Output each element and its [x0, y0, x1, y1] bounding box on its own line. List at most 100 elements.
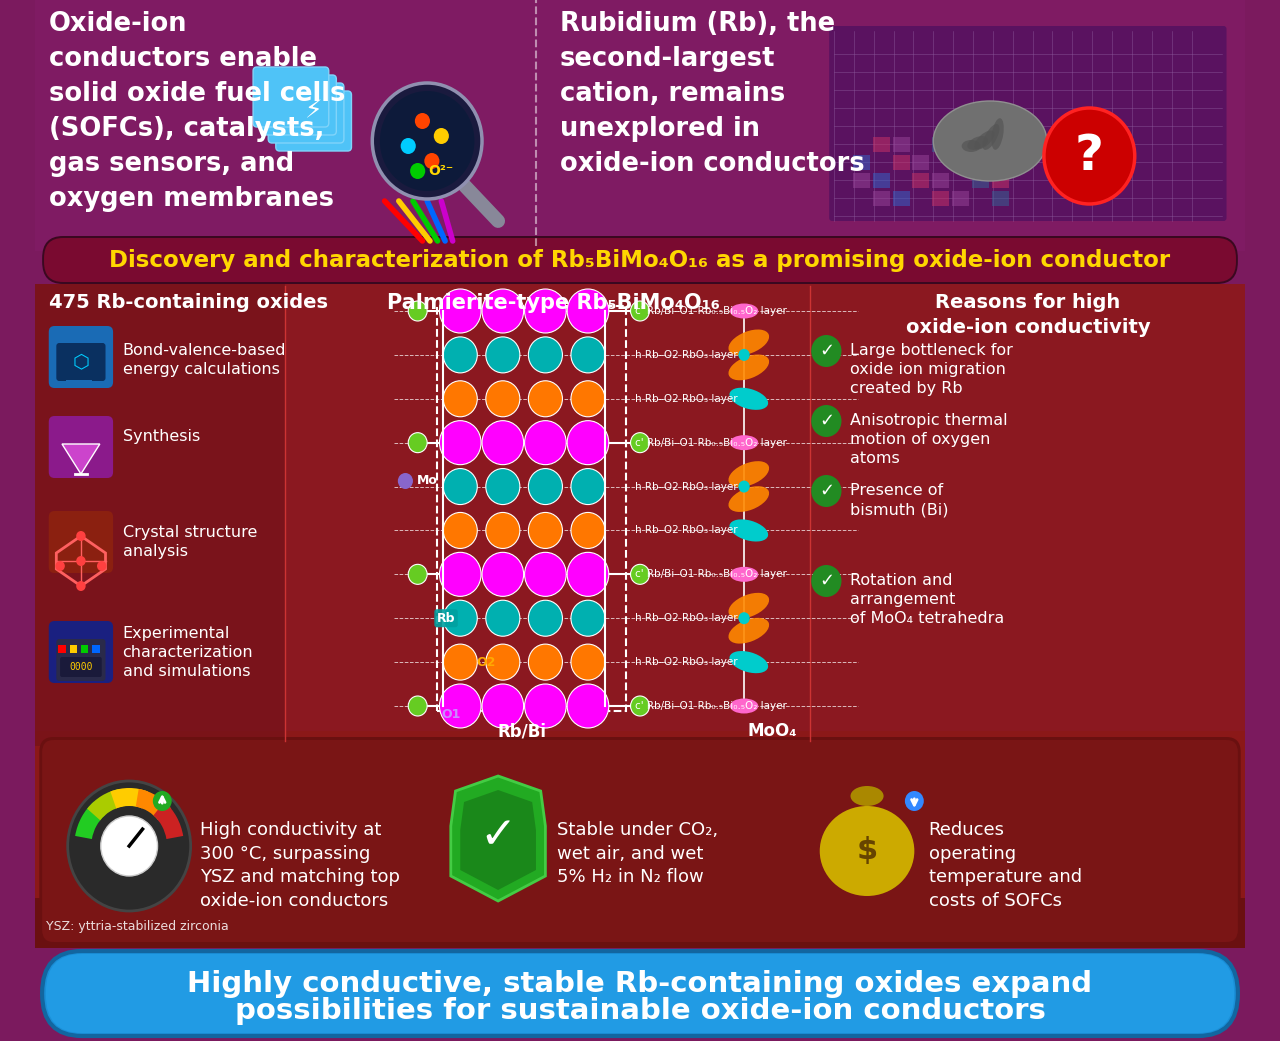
Text: Large bottleneck for
oxide ion migration
created by Rb: Large bottleneck for oxide ion migration…	[850, 342, 1012, 397]
Circle shape	[739, 481, 750, 492]
Bar	[35, 898, 1245, 948]
Text: ⚡: ⚡	[305, 99, 323, 123]
Circle shape	[567, 289, 609, 333]
Circle shape	[439, 289, 481, 333]
Text: h Rb–O2 RbO₃ layer: h Rb–O2 RbO₃ layer	[635, 393, 737, 404]
Bar	[35, 0, 1245, 251]
Circle shape	[812, 475, 841, 507]
Circle shape	[739, 349, 750, 361]
FancyBboxPatch shape	[49, 511, 113, 573]
Circle shape	[486, 512, 520, 549]
Ellipse shape	[730, 699, 758, 713]
Bar	[873, 191, 890, 206]
Circle shape	[1044, 108, 1135, 204]
FancyBboxPatch shape	[49, 416, 113, 478]
Circle shape	[401, 138, 416, 154]
Circle shape	[443, 381, 477, 416]
FancyBboxPatch shape	[46, 954, 1234, 1033]
FancyBboxPatch shape	[44, 238, 1236, 282]
Bar	[65, 380, 92, 388]
FancyBboxPatch shape	[275, 91, 352, 151]
Ellipse shape	[992, 119, 1004, 150]
Text: ✓: ✓	[819, 342, 835, 360]
Text: Crystal structure
analysis: Crystal structure analysis	[123, 525, 257, 559]
Bar	[952, 137, 969, 152]
Bar	[92, 645, 100, 653]
Circle shape	[434, 128, 449, 144]
Circle shape	[631, 301, 649, 321]
Bar	[69, 645, 77, 653]
FancyBboxPatch shape	[49, 326, 113, 388]
Text: Bond-valence-based
energy calculations: Bond-valence-based energy calculations	[123, 342, 285, 377]
Text: MoO₄: MoO₄	[748, 722, 797, 740]
Wedge shape	[136, 789, 172, 820]
Circle shape	[571, 381, 605, 416]
Circle shape	[408, 696, 428, 716]
Ellipse shape	[730, 387, 768, 410]
Ellipse shape	[933, 101, 1047, 181]
Bar	[892, 155, 910, 170]
FancyBboxPatch shape	[829, 26, 1226, 221]
Circle shape	[415, 113, 430, 129]
Circle shape	[55, 561, 65, 572]
Text: h Rb–O2 RbO₃ layer: h Rb–O2 RbO₃ layer	[635, 350, 737, 360]
Text: c' Rb/Bi–O1 Rb₀.₅Bi₀.₅O₂ layer: c' Rb/Bi–O1 Rb₀.₅Bi₀.₅O₂ layer	[635, 437, 787, 448]
Text: Rotation and
arrangement
of MoO₄ tetrahedra: Rotation and arrangement of MoO₄ tetrahe…	[850, 573, 1005, 627]
Bar	[952, 155, 969, 170]
Circle shape	[631, 696, 649, 716]
Bar	[892, 191, 910, 206]
Circle shape	[486, 337, 520, 373]
Circle shape	[424, 153, 439, 169]
Circle shape	[905, 791, 924, 811]
Bar	[913, 155, 929, 170]
Text: Reasons for high: Reasons for high	[936, 293, 1120, 312]
Circle shape	[631, 564, 649, 584]
Text: 475 Rb-containing oxides: 475 Rb-containing oxides	[49, 293, 328, 312]
Ellipse shape	[728, 330, 769, 355]
Bar	[952, 191, 969, 206]
Bar	[436, 306, 626, 711]
Text: ✓: ✓	[819, 412, 835, 430]
Circle shape	[529, 601, 562, 636]
Ellipse shape	[728, 486, 769, 512]
Bar	[992, 173, 1009, 188]
Circle shape	[152, 791, 172, 811]
Circle shape	[631, 433, 649, 453]
Circle shape	[486, 381, 520, 416]
Ellipse shape	[728, 461, 769, 487]
Ellipse shape	[728, 592, 769, 618]
Circle shape	[97, 561, 106, 572]
Bar	[913, 173, 929, 188]
Circle shape	[483, 289, 524, 333]
Ellipse shape	[728, 355, 769, 380]
Text: Reduces
operating
temperature and
costs of SOFCs: Reduces operating temperature and costs …	[928, 821, 1082, 910]
Text: ✓: ✓	[480, 814, 517, 858]
Wedge shape	[76, 802, 105, 839]
Ellipse shape	[730, 567, 758, 582]
Circle shape	[525, 684, 566, 728]
Circle shape	[443, 337, 477, 373]
FancyBboxPatch shape	[253, 67, 329, 127]
Text: ⬡: ⬡	[73, 353, 90, 372]
Text: $: $	[856, 837, 878, 865]
Bar	[35, 284, 1245, 746]
Circle shape	[567, 421, 609, 464]
Circle shape	[483, 421, 524, 464]
FancyBboxPatch shape	[261, 75, 337, 135]
Circle shape	[486, 644, 520, 680]
Circle shape	[571, 601, 605, 636]
Ellipse shape	[974, 130, 995, 150]
Circle shape	[571, 644, 605, 680]
Circle shape	[571, 512, 605, 549]
Circle shape	[443, 512, 477, 549]
Text: Oxide-ion
conductors enable
solid oxide fuel cells
(SOFCs), catalysts,
gas senso: Oxide-ion conductors enable solid oxide …	[49, 11, 346, 212]
Bar	[932, 173, 950, 188]
Circle shape	[439, 421, 481, 464]
Ellipse shape	[730, 651, 768, 674]
Text: possibilities for sustainable oxide-ion conductors: possibilities for sustainable oxide-ion …	[234, 997, 1046, 1025]
Ellipse shape	[819, 806, 914, 896]
Text: c' Rb/Bi–O1 Rb₀.₅Bi₀.₅O₂ layer: c' Rb/Bi–O1 Rb₀.₅Bi₀.₅O₂ layer	[635, 569, 787, 580]
Circle shape	[529, 512, 562, 549]
FancyBboxPatch shape	[269, 83, 344, 143]
Text: Rb/Bi: Rb/Bi	[497, 722, 547, 740]
